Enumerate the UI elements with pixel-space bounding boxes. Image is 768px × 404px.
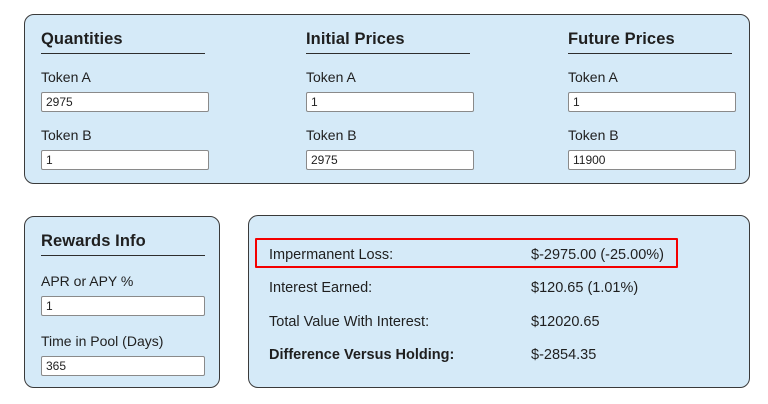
quantities-token-b-label: Token B	[41, 127, 92, 143]
future-prices-token-a-label: Token A	[568, 69, 618, 85]
impermanent-loss-row: Impermanent Loss: $-2975.00 (-25.00%)	[249, 246, 749, 264]
initial-prices-column: Initial Prices Token A Token B	[306, 29, 474, 183]
apr-apy-label: APR or APY %	[41, 273, 134, 289]
quantities-token-b-input[interactable]	[41, 150, 209, 170]
impermanent-loss-label: Impermanent Loss:	[269, 247, 394, 263]
time-in-pool-input[interactable]	[41, 356, 205, 376]
initial-prices-title: Initial Prices	[306, 29, 470, 54]
rewards-info-panel: Rewards Info APR or APY % Time in Pool (…	[24, 216, 220, 388]
interest-earned-value: $120.65 (1.01%)	[531, 280, 639, 296]
apr-apy-input[interactable]	[41, 296, 205, 316]
future-prices-column: Future Prices Token A Token B	[568, 29, 736, 183]
future-prices-token-b-label: Token B	[568, 127, 619, 143]
results-panel: Impermanent Loss: $-2975.00 (-25.00%) In…	[248, 215, 750, 388]
future-prices-token-a-input[interactable]	[568, 92, 736, 112]
impermanent-loss-value: $-2975.00 (-25.00%)	[531, 247, 664, 263]
quantities-token-a-label: Token A	[41, 69, 91, 85]
total-value-row: Total Value With Interest: $12020.65	[249, 313, 749, 331]
difference-vs-holding-value: $-2854.35	[531, 347, 597, 363]
future-prices-token-b-input[interactable]	[568, 150, 736, 170]
quantities-column: Quantities Token A Token B	[41, 29, 209, 183]
interest-earned-row: Interest Earned: $120.65 (1.01%)	[249, 279, 749, 297]
initial-prices-token-b-label: Token B	[306, 127, 357, 143]
future-prices-title: Future Prices	[568, 29, 732, 54]
total-value-label: Total Value With Interest:	[269, 314, 430, 330]
difference-vs-holding-row: Difference Versus Holding: $-2854.35	[249, 346, 749, 364]
rewards-info-title: Rewards Info	[41, 231, 205, 256]
time-in-pool-label: Time in Pool (Days)	[41, 333, 164, 349]
token-inputs-panel: Quantities Token A Token B Initial Price…	[24, 14, 750, 184]
difference-vs-holding-label: Difference Versus Holding:	[269, 347, 455, 363]
initial-prices-token-a-input[interactable]	[306, 92, 474, 112]
initial-prices-token-a-label: Token A	[306, 69, 356, 85]
quantities-title: Quantities	[41, 29, 205, 54]
quantities-token-a-input[interactable]	[41, 92, 209, 112]
interest-earned-label: Interest Earned:	[269, 280, 373, 296]
total-value-value: $12020.65	[531, 314, 600, 330]
initial-prices-token-b-input[interactable]	[306, 150, 474, 170]
